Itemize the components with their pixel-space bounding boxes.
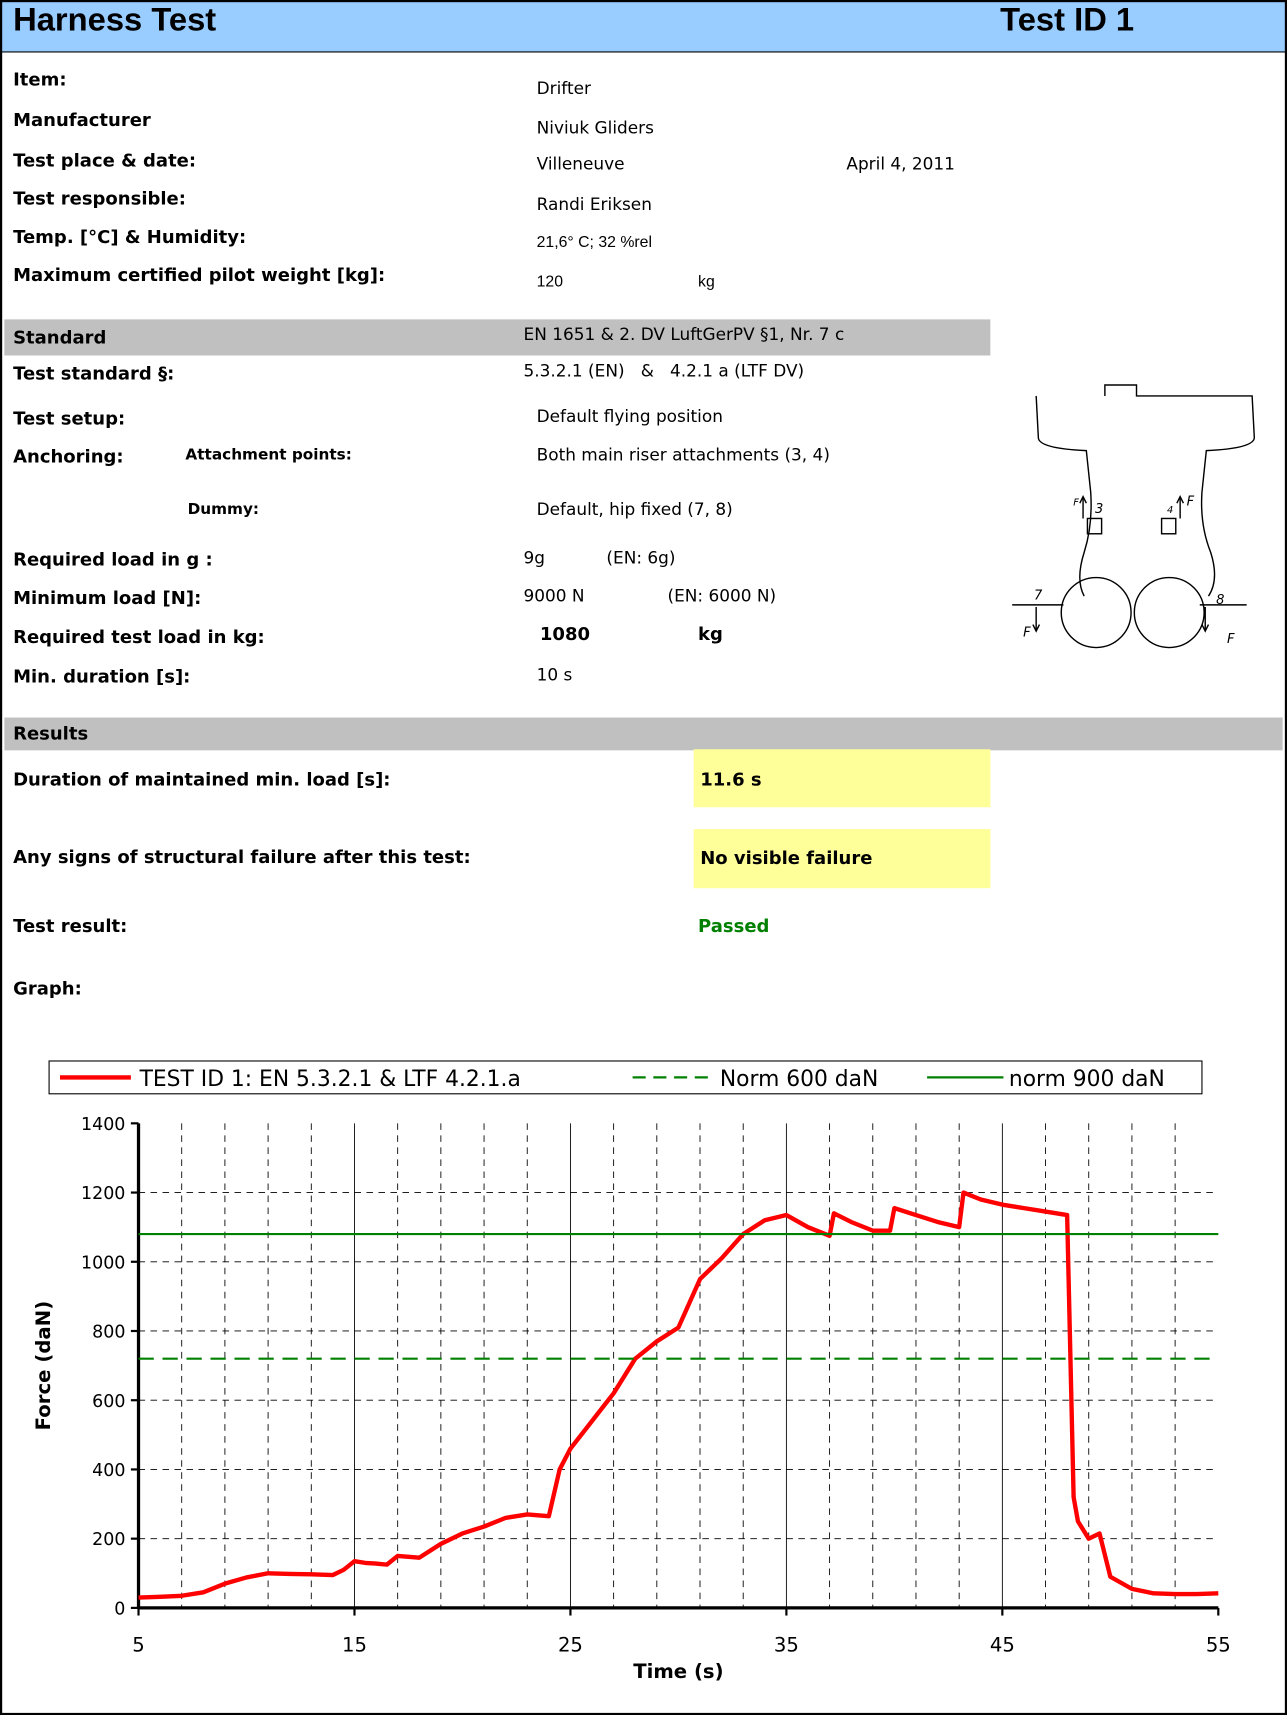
- standard-bar: [4, 319, 991, 356]
- text: Item:: [13, 68, 67, 90]
- text: (EN: 6000 N): [667, 586, 777, 606]
- text: 9000 N: [523, 586, 585, 606]
- x-tick-label: 55: [1206, 1634, 1231, 1657]
- text: 21,6° C; 32 %rel: [536, 234, 652, 252]
- text: Randi Eriksen: [536, 194, 652, 215]
- text: EN 1651 & 2. DV LuftGerPV §1, Nr. 7 c: [523, 324, 845, 345]
- text: Graph:: [13, 977, 82, 999]
- text: 10 s: [536, 665, 573, 685]
- text: kg: [698, 623, 723, 645]
- text: Default, hip fixed (7, 8): [536, 499, 733, 520]
- duration-box: [693, 749, 991, 808]
- y-tick-label: 1400: [81, 1115, 125, 1135]
- diagram-label: 8: [1216, 593, 1224, 608]
- y-tick-label: 200: [92, 1530, 125, 1550]
- diagram-label: 7: [1034, 588, 1043, 603]
- text: Test setup:: [13, 407, 126, 429]
- text: 11.6 s: [700, 768, 762, 790]
- y-tick-label: 1200: [81, 1184, 125, 1204]
- text: Manufacturer: [13, 109, 151, 131]
- text: Any signs of structural failure after th…: [13, 846, 471, 868]
- text: 1080: [539, 623, 591, 645]
- diagram-label: F: [1187, 494, 1195, 509]
- x-tick-label: 25: [558, 1634, 583, 1657]
- x-tick-label: 15: [342, 1634, 367, 1657]
- text: 120: [536, 273, 564, 291]
- y-tick-label: 0: [114, 1599, 125, 1619]
- diagram-label: F: [1227, 632, 1235, 647]
- text: Villeneuve: [536, 154, 625, 174]
- y-axis-label: Force (daN): [32, 1301, 55, 1431]
- failure-box: [693, 829, 991, 889]
- legend-label: norm 900 daN: [1009, 1067, 1165, 1092]
- text: Both main riser attachments (3, 4): [536, 445, 830, 465]
- y-tick-label: 400: [92, 1461, 125, 1481]
- text: Test standard §:: [13, 363, 175, 384]
- text: Temp. [°C] & Humidity:: [13, 226, 247, 248]
- legend-label: Norm 600 daN: [720, 1067, 878, 1092]
- text: Passed: [698, 915, 770, 937]
- text: kg: [698, 273, 715, 291]
- text: 5.3.2.1 (EN) & 4.2.1 a (LTF DV): [523, 360, 805, 381]
- text: Minimum load [N]:: [13, 587, 202, 609]
- legend-box: [48, 1060, 1203, 1095]
- text: Results: [13, 723, 89, 744]
- diagram-label: 4: [1167, 505, 1173, 516]
- text: Duration of maintained min. load [s]:: [13, 768, 391, 790]
- series-line: [138, 1190, 1219, 1600]
- text: Test result:: [13, 915, 128, 937]
- text: Standard: [13, 327, 107, 348]
- text: Dummy:: [187, 500, 260, 519]
- y-tick-label: 800: [92, 1323, 125, 1343]
- y-tick-label: 600: [92, 1392, 125, 1412]
- text: Required load in g :: [13, 549, 213, 570]
- text: (EN: 6g): [606, 547, 676, 568]
- diagram-label: F: [1073, 497, 1079, 508]
- text: Min. duration [s]:: [13, 666, 191, 687]
- text: Niviuk Gliders: [536, 118, 654, 138]
- text: Harness Test: [13, 2, 217, 39]
- x-tick-label: 45: [990, 1634, 1015, 1657]
- text: Maximum certified pilot weight [kg]:: [13, 264, 386, 286]
- results-bar: [4, 717, 1283, 751]
- text: Test place & date:: [13, 149, 197, 171]
- text: Default flying position: [536, 406, 723, 427]
- x-tick-label: 35: [774, 1634, 799, 1657]
- diagram-label: 3: [1095, 502, 1103, 517]
- text: Test ID 1: [1000, 2, 1135, 39]
- diagram-label: F: [1023, 626, 1031, 641]
- x-axis-label: Time (s): [633, 1660, 723, 1683]
- x-tick-label: 5: [132, 1634, 144, 1657]
- text: Test responsible:: [13, 188, 186, 209]
- text: No visible failure: [700, 847, 873, 869]
- text: Required test load in kg:: [13, 626, 265, 648]
- text: April 4, 2011: [846, 154, 955, 174]
- text: Attachment points:: [185, 446, 352, 464]
- legend-label: TEST ID 1: EN 5.3.2.1 & LTF 4.2.1.a: [139, 1067, 521, 1092]
- text: 9g: [523, 547, 546, 568]
- y-tick-label: 1000: [81, 1253, 125, 1273]
- text: Drifter: [536, 78, 591, 99]
- text: Anchoring:: [13, 446, 124, 468]
- header-bar: [0, 0, 1287, 53]
